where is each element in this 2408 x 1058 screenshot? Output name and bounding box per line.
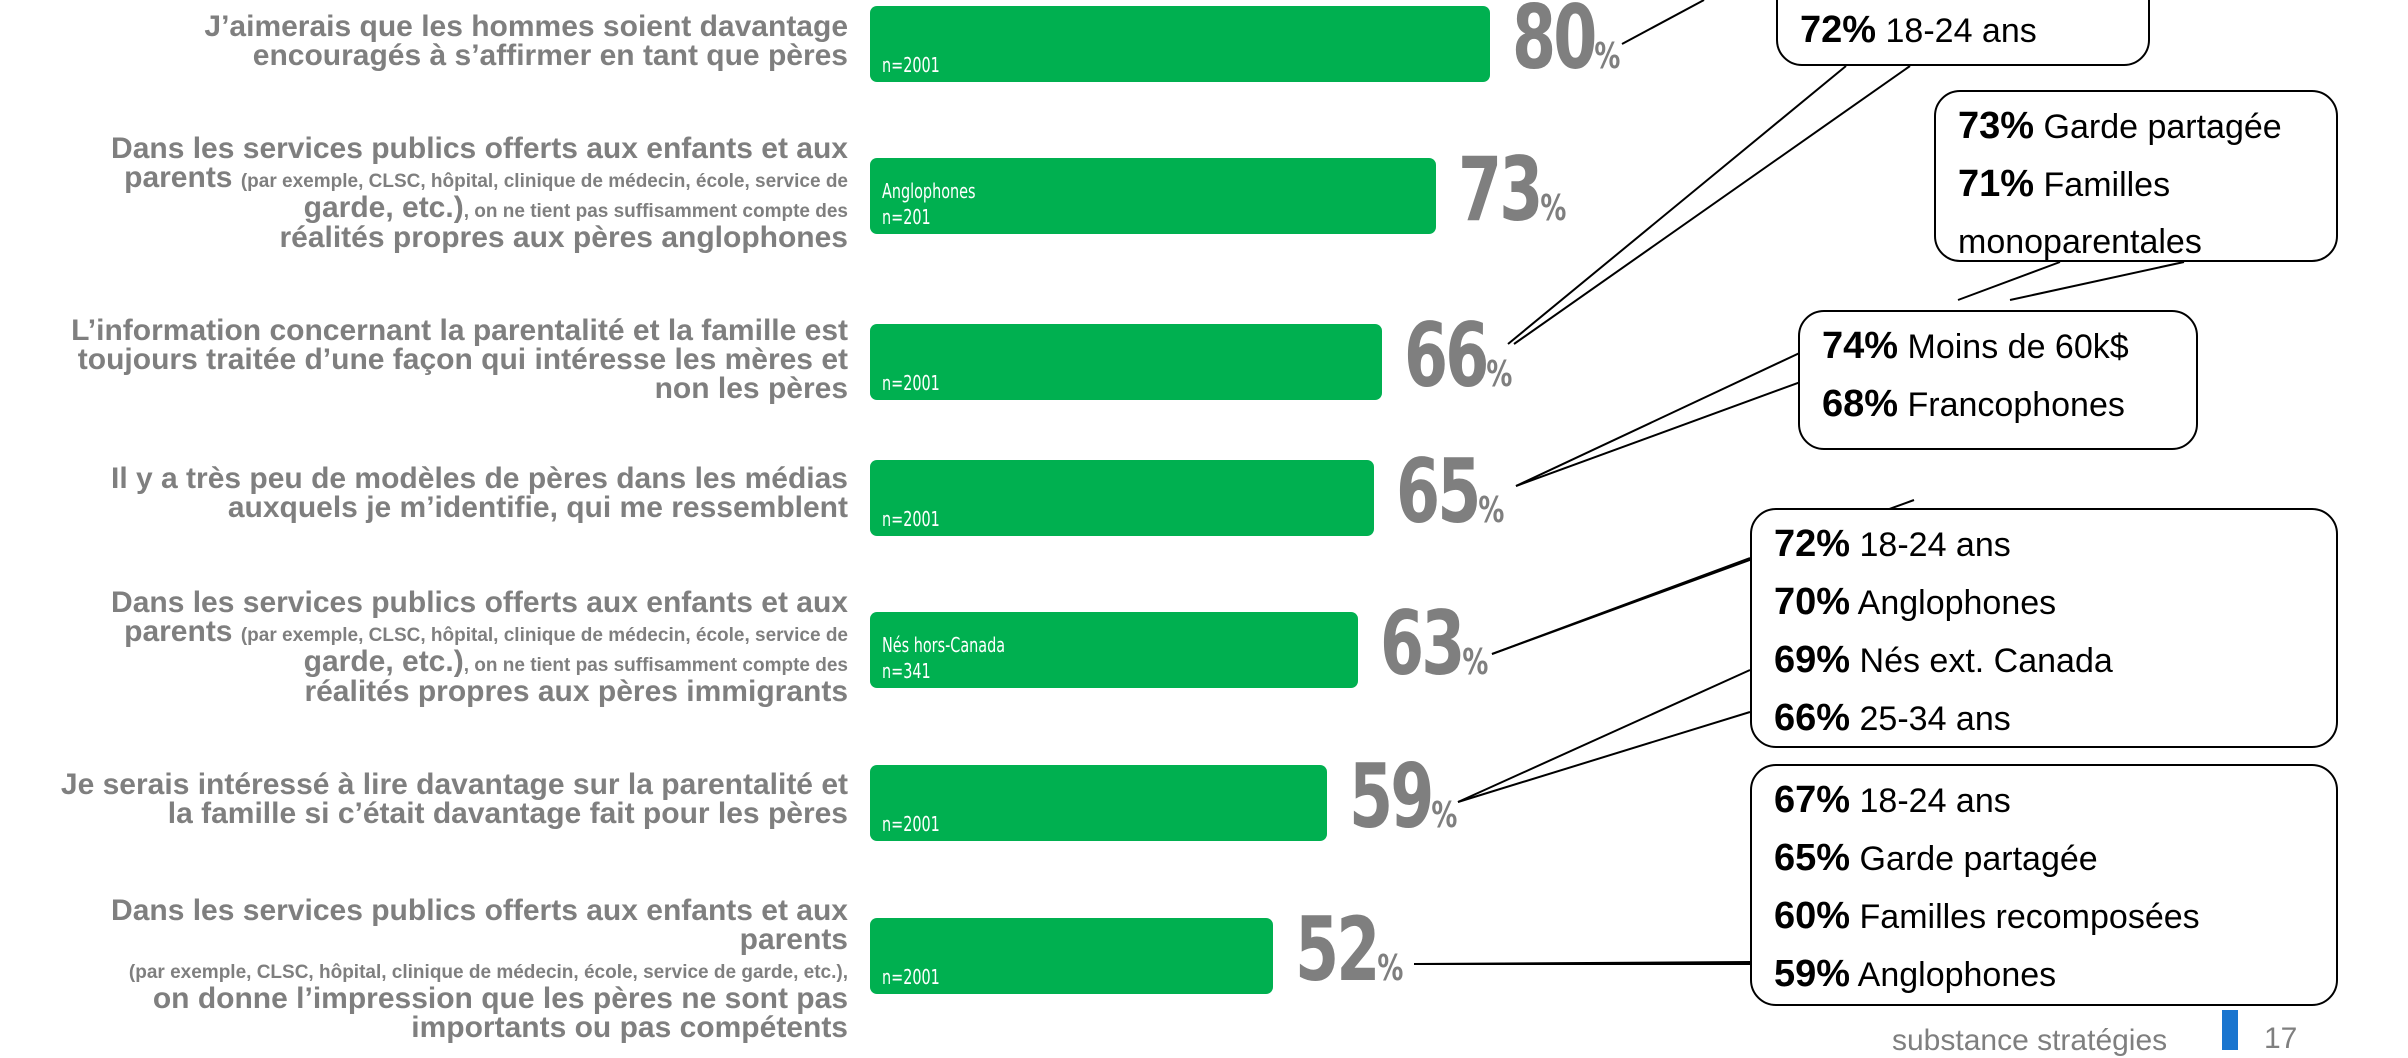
callout-entry: 59% Anglophones: [1774, 953, 2057, 995]
bar-category-label: J’aimerais que les hommes soient davanta…: [204, 10, 848, 72]
bar-value-label: 80%: [1512, 0, 1621, 89]
callout-entry: 70% Anglophones: [1774, 581, 2057, 623]
callout-box: 73% Garde partagée 71% Familles monoparent…: [1934, 90, 2338, 262]
bar-base-label: n=2001: [882, 53, 940, 77]
leader-line-12: [1413, 961, 1751, 965]
leader-line-3: [1957, 261, 2061, 301]
callout-box: 72% 18-24 ans 70% Anglophones 69% Nés ext.…: [1750, 508, 2338, 748]
bar-category-label: Dans les services publics offerts aux en…: [111, 132, 848, 254]
bar-value-label: 65%: [1395, 440, 1505, 543]
callout-entry: 71% Familles: [1958, 163, 2171, 205]
callout-entry: 72% 18-24 ans: [1774, 523, 2011, 565]
bar: n=2001: [870, 460, 1374, 536]
bar-value-label: 52%: [1295, 898, 1404, 1001]
callout-entry: 65% Garde partagée: [1774, 837, 2098, 879]
bar-base-label: Nés hors-Canada n=341: [882, 633, 1006, 683]
bar-base-label: n=2001: [882, 371, 940, 395]
bar-category-label: L’information concernant la parentalité …: [71, 314, 848, 405]
bar-value-label: 59%: [1349, 745, 1458, 848]
bar-category-label: Je serais intéressé à lire davantage sur…: [60, 768, 848, 830]
bar-value-label: 66%: [1403, 304, 1512, 407]
callout-entry: 72% 18-24 ans: [1800, 9, 2037, 51]
callout-entry: 60% Familles recomposées: [1774, 895, 2200, 937]
leader-line-9: [1457, 669, 1751, 803]
callout-box: 72% 18-24 ans: [1776, 0, 2150, 66]
leader-line-5: [1515, 349, 1807, 487]
leader-line-1: [1507, 65, 1847, 345]
leader-line-6: [1515, 379, 1807, 487]
bar: Anglophones n=201: [870, 158, 1436, 234]
bar-value-label: 63%: [1380, 592, 1489, 695]
page-number: 17: [2264, 1022, 2298, 1055]
bar: Nés hors-Canada n=341: [870, 612, 1359, 688]
callout-box: 74% Moins de 60k$ 68% Francophones: [1798, 310, 2198, 450]
callout-entry: 74% Moins de 60k$: [1822, 325, 2129, 367]
leader-line-4: [2009, 261, 2185, 301]
leader-line-0: [1621, 0, 1705, 45]
bar: n=2001: [870, 324, 1382, 400]
brand-text: substance stratégies: [1892, 1024, 2168, 1057]
brand-mark: [2222, 1010, 2238, 1050]
bar-base-label: n=2001: [882, 812, 940, 836]
callout-entry: 67% 18-24 ans: [1774, 779, 2011, 821]
leader-line-2: [1513, 65, 1911, 345]
bar-base-label: n=2001: [882, 965, 940, 989]
leader-line-10: [1457, 711, 1751, 803]
bar: n=2001: [870, 918, 1273, 994]
callout-entry: 68% Francophones: [1822, 383, 2125, 425]
bar: n=2001: [870, 765, 1328, 841]
callout-box: 67% 18-24 ans 65% Garde partagée 60% Famil…: [1750, 764, 2338, 1006]
bar: n=2001: [870, 6, 1490, 82]
bar-category-label: Il y a très peu de modèles de pères dans…: [111, 462, 848, 524]
callout-entry: 73% Garde partagée: [1958, 105, 2282, 147]
bar-value-label: 73%: [1457, 138, 1567, 241]
callout-entry: 66% 25-34 ans: [1774, 697, 2011, 739]
bar-category-label: Dans les services publics offerts aux en…: [111, 894, 848, 1044]
callout-entry: monoparentales: [1958, 223, 2202, 261]
bar-category-label: Dans les services publics offerts aux en…: [111, 586, 848, 708]
bar-base-label: n=2001: [882, 507, 940, 531]
callout-entry: 69% Nés ext. Canada: [1774, 639, 2113, 681]
bar-base-label: Anglophones n=201: [882, 179, 976, 229]
